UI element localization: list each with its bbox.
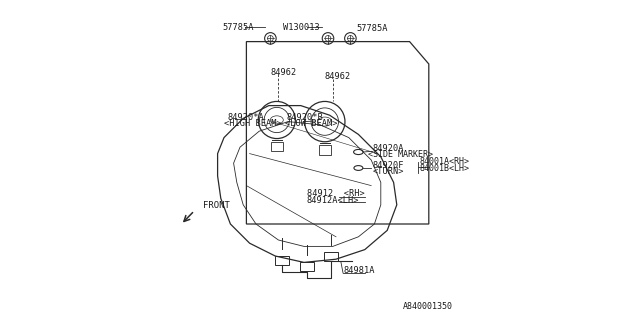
Text: 84920F: 84920F bbox=[372, 161, 404, 170]
Text: 84981A: 84981A bbox=[344, 266, 376, 275]
Text: 84920*B: 84920*B bbox=[287, 113, 323, 122]
Text: 84962: 84962 bbox=[325, 72, 351, 81]
Text: <LOW BEAM>: <LOW BEAM> bbox=[285, 119, 337, 128]
Text: <SIDE MARKER>: <SIDE MARKER> bbox=[368, 150, 433, 159]
Text: A840001350: A840001350 bbox=[403, 302, 453, 311]
Bar bbox=[300, 262, 314, 271]
Text: 57785A: 57785A bbox=[223, 23, 254, 32]
Text: 84912  <RH>: 84912 <RH> bbox=[307, 189, 365, 198]
Text: 84962: 84962 bbox=[270, 68, 297, 76]
Text: 84920A: 84920A bbox=[372, 144, 404, 153]
Text: W130013: W130013 bbox=[283, 23, 320, 32]
Text: FRONT: FRONT bbox=[204, 201, 230, 210]
Text: <TURN>: <TURN> bbox=[372, 167, 404, 176]
Text: <HIGH BEAM>: <HIGH BEAM> bbox=[224, 119, 282, 128]
Text: 84920*A: 84920*A bbox=[228, 113, 264, 122]
Text: 84912A<LH>: 84912A<LH> bbox=[307, 196, 359, 205]
Bar bbox=[275, 256, 289, 265]
Bar bbox=[324, 252, 339, 261]
Text: 84001B<LH>: 84001B<LH> bbox=[420, 164, 470, 173]
Text: 84001A<RH>: 84001A<RH> bbox=[420, 157, 470, 166]
Text: 57785A: 57785A bbox=[357, 24, 388, 33]
